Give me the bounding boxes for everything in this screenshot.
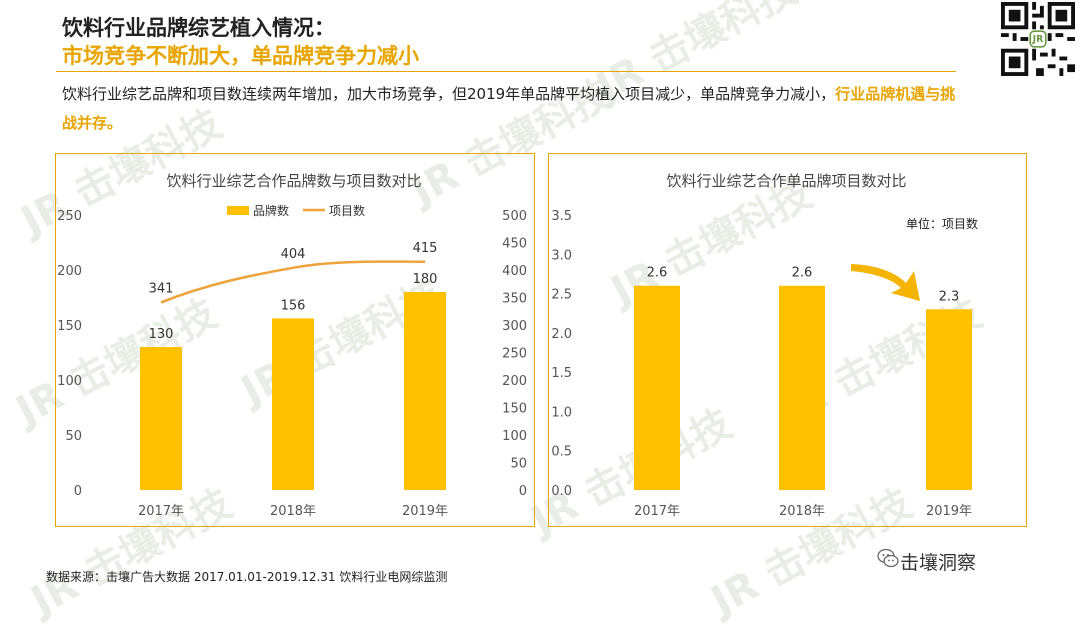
y-tick-label-right: 500 [502,209,527,224]
y-tick-label-left: 0 [74,484,82,499]
title-divider [56,71,956,72]
description-text: 饮料行业综艺品牌和项目数连续两年增加，加大市场竞争，但2019年单品牌平均植入项… [62,85,836,103]
series-line [160,260,426,304]
y-tick-label-left: 100 [57,374,82,389]
y-tick-label-right: 400 [502,264,527,279]
data-label: 156 [281,298,306,313]
data-label: 341 [149,281,174,296]
description-highlight: 行业品牌机遇与挑战并存。 [62,85,956,132]
y-tick-label-right: 250 [502,347,527,362]
y-tick-label-right: 50 [510,457,527,472]
data-label: 130 [149,327,174,342]
chart-title: 饮料行业综艺合作品牌数与项目数对比 [166,172,422,190]
data-label: 2.6 [647,266,668,281]
chart-panel-left [55,153,535,527]
qr-code-icon: JR [1000,2,1076,76]
page-subtitle: 市场竞争不断加大，单品牌竞争力减小 [62,44,419,68]
bar [634,285,680,490]
legend-label: 品牌数 [253,203,289,218]
bar [272,318,314,490]
data-label: 2.3 [939,289,960,304]
wechat-icon [877,548,899,568]
brand-name: 击壤洞察 [900,552,977,574]
x-tick-label: 2017年 [634,504,680,519]
y-tick-label-right: 100 [502,429,527,444]
chart-title: 饮料行业综艺合作单品牌项目数对比 [666,172,907,190]
y-tick-label-right: 0 [519,484,527,499]
data-source: 数据来源：击壤广告大数据 2017.01.01-2019.12.31 饮料行业电… [46,570,448,584]
y-tick-label: 0.5 [551,445,572,460]
page-title: 饮料行业品牌综艺植入情况： [62,16,335,40]
data-label: 2.6 [792,266,813,281]
svg-text:JR: JR [1032,34,1044,45]
y-tick-label-right: 150 [502,402,527,417]
down-trend-arrow-icon [851,264,920,301]
data-label: 404 [281,247,306,262]
y-tick-label: 2.0 [551,327,572,342]
y-tick-label: 3.0 [551,248,572,263]
x-tick-label: 2017年 [138,504,184,519]
bar [926,309,972,490]
bar [779,285,825,490]
bar-chart: 0.0 0.5 1.0 1.5 2.0 2.5 3.0 3.5 2017年 2018年 2019年 2… [551,209,972,519]
bar [140,347,182,490]
x-tick-label: 2018年 [270,504,316,519]
unit-label: 单位：项目数 [906,217,979,231]
description: 饮料行业综艺品牌和项目数连续两年增加，加大市场竞争，但2019年单品牌平均植入项… [62,80,962,138]
y-tick-label-right: 200 [502,374,527,389]
y-tick-label-right: 450 [502,237,527,252]
y-tick-label: 1.0 [551,405,572,420]
y-tick-label-left: 150 [57,319,82,334]
y-tick-label: 2.5 [551,288,572,303]
legend-label: 项目数 [329,203,365,218]
x-tick-label: 2018年 [779,504,825,519]
y-tick-label: 1.5 [551,366,572,381]
y-tick-label-left: 50 [65,429,82,444]
chart-panel-right [548,153,1027,527]
data-label: 180 [413,272,438,287]
data-label: 415 [413,241,438,256]
x-tick-label: 2019年 [926,504,972,519]
y-tick-label-left: 250 [57,209,82,224]
y-tick-label: 0.0 [551,484,572,499]
combo-chart: 0 50 100 150 200 250 0 50 100 150 200 250 300 350 400 4… [57,203,527,519]
bar [404,292,446,490]
y-tick-label-right: 350 [502,292,527,307]
y-tick-label-right: 300 [502,319,527,334]
y-tick-label: 3.5 [551,209,572,224]
x-tick-label: 2019年 [402,504,448,519]
y-tick-label-left: 200 [57,264,82,279]
legend-swatch-bar [227,206,249,215]
